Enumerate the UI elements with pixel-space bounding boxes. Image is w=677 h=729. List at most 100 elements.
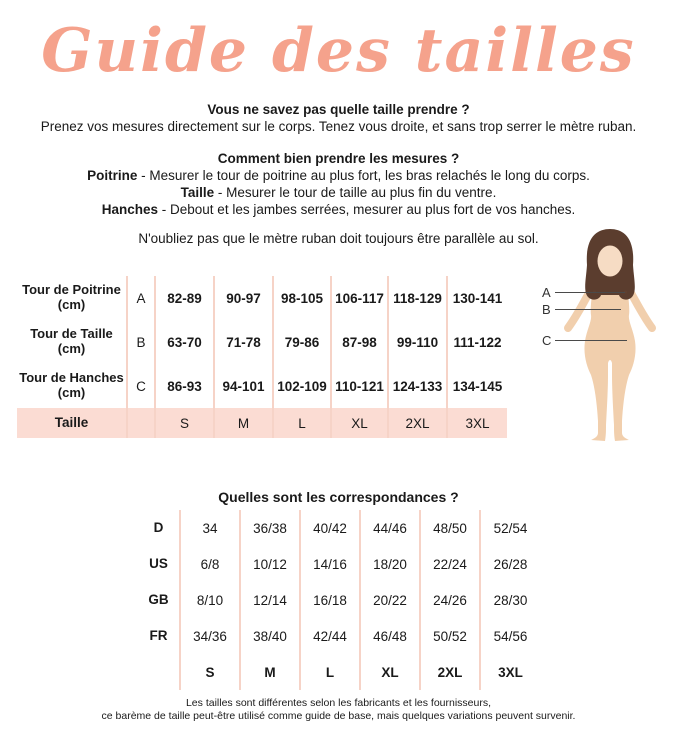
measure-value-cell: 71-78 (213, 320, 273, 364)
correspondence-value-cell: 46/48 (359, 618, 420, 654)
correspondence-row: D 34 36/38 40/42 44/46 48/50 52/54 (138, 510, 540, 546)
correspondence-value-cell: S (179, 654, 240, 690)
correspondence-row: US 6/8 10/12 14/16 18/20 22/24 26/28 (138, 546, 540, 582)
correspondence-value-cell: 36/38 (239, 510, 300, 546)
correspondence-label-cell: D (153, 520, 164, 536)
correspondence-value-cell: 38/40 (239, 618, 300, 654)
measure-row: Tour de Hanches (cm) C 86-93 94-101 102-109 11… (17, 364, 507, 408)
correspondence-value-cell: 10/12 (239, 546, 300, 582)
measure-value-cell: 106-117 (330, 276, 388, 320)
size-row-value-cell: 3XL (446, 408, 507, 438)
figure-marker-b: B (542, 302, 621, 317)
correspondence-row: S M L XL 2XL 3XL (138, 654, 540, 690)
measure-value-cell: 86-93 (154, 364, 214, 408)
size-row-value-cell: XL (330, 408, 388, 438)
correspondence-value-cell: 34/36 (179, 618, 240, 654)
footer-line-1: Les tailles sont différentes selon les f… (185, 697, 492, 709)
howto-heading: Comment bien prendre les mesures ? (217, 151, 460, 166)
correspondence-value-cell: 8/10 (179, 582, 240, 618)
howto-step-label: Taille (180, 185, 215, 200)
size-row-value-cell: 2XL (387, 408, 447, 438)
correspondence-value-cell: 18/20 (359, 546, 420, 582)
size-row-value-cell: L (272, 408, 331, 438)
correspondence-label-cell: FR (149, 628, 168, 644)
figure-line-b (554, 309, 621, 310)
correspondence-value-cell: 52/54 (479, 510, 540, 546)
measure-value-cell: 90-97 (213, 276, 273, 320)
howto-step: Hanches - Debout et les jambes serrées, … (101, 202, 576, 217)
measure-value-cell: 94-101 (213, 364, 273, 408)
measure-row: Tour de Taille (cm) B 63-70 71-78 79-86 87-98 9… (17, 320, 507, 364)
measure-value-cell: 130-141 (446, 276, 507, 320)
measure-value-cell: 79-86 (272, 320, 331, 364)
measure-value-cell: 82-89 (154, 276, 214, 320)
howto-step-label: Poitrine (87, 168, 138, 183)
correspondence-value-cell: XL (359, 654, 420, 690)
correspondence-label-cell (138, 654, 180, 690)
correspondence-value-cell: L (299, 654, 360, 690)
footer-disclaimer: Les tailles sont différentes selon les f… (0, 697, 677, 723)
correspondence-heading: Quelles sont les correspondances ? (218, 489, 459, 505)
correspondence-value-cell: 28/30 (479, 582, 540, 618)
measure-letter-cell: B (126, 320, 155, 364)
howto-step-label: Hanches (101, 202, 159, 217)
measure-value-cell: 124-133 (387, 364, 447, 408)
measure-letter-cell: A (126, 276, 155, 320)
measure-note: N'oubliez pas que le mètre ruban doit to… (138, 231, 539, 246)
size-row-letter-cell (126, 408, 155, 438)
correspondence-value-cell: 3XL (479, 654, 540, 690)
size-row: Taille S M L XL 2XL 3XL (17, 408, 507, 438)
body-figure: A B C (535, 225, 677, 455)
page-title: Guide des tailles (41, 16, 636, 86)
measure-value-cell: 99-110 (387, 320, 447, 364)
measure-value-cell: 102-109 (272, 364, 331, 408)
footer-line-2: ce barème de taille peut-être utilisé co… (101, 710, 576, 722)
correspondence-row: GB 8/10 12/14 16/18 20/22 24/26 28/30 (138, 582, 540, 618)
figure-label-c: C (542, 333, 552, 348)
correspondence-label-cell: GB (148, 592, 169, 608)
intro-body: Prenez vos mesures directement sur le co… (40, 119, 637, 134)
measure-label-cell: Tour de Poitrine (cm) (22, 282, 121, 312)
correspondence-value-cell: 14/16 (299, 546, 360, 582)
figure-marker-c: C (542, 333, 628, 348)
measure-letter-cell: C (126, 364, 155, 408)
correspondence-value-cell: 12/14 (239, 582, 300, 618)
howto-step: Taille - Mesurer le tour de taille au pl… (180, 185, 497, 200)
measure-row: Tour de Poitrine (cm) A 82-89 90-97 98-105 106… (17, 276, 507, 320)
measure-value-cell: 98-105 (272, 276, 331, 320)
measure-label-cell: Tour de Hanches (cm) (19, 370, 124, 400)
measure-value-cell: 87-98 (330, 320, 388, 364)
figure-line-c (555, 340, 628, 341)
correspondence-value-cell: 42/44 (299, 618, 360, 654)
correspondence-value-cell: 26/28 (479, 546, 540, 582)
correspondence-value-cell: 22/24 (419, 546, 480, 582)
measurement-table: Tour de Poitrine (cm) A 82-89 90-97 98-105 106… (17, 276, 507, 438)
figure-label-a: A (542, 285, 551, 300)
correspondence-value-cell: 48/50 (419, 510, 480, 546)
correspondence-value-cell: 6/8 (179, 546, 240, 582)
howto-steps: Poitrine - Mesurer le tour de poitrine a… (0, 167, 677, 218)
measure-value-cell: 110-121 (330, 364, 388, 408)
correspondence-value-cell: 2XL (419, 654, 480, 690)
correspondence-value-cell: 24/26 (419, 582, 480, 618)
correspondence-value-cell: 50/52 (419, 618, 480, 654)
intro-heading: Vous ne savez pas quelle taille prendre … (207, 102, 470, 117)
measure-value-cell: 111-122 (446, 320, 507, 364)
correspondence-value-cell: 34 (179, 510, 240, 546)
intro-section: Vous ne savez pas quelle taille prendre … (0, 101, 677, 135)
correspondence-row: FR 34/36 38/40 42/44 46/48 50/52 54/56 (138, 618, 540, 654)
howto-step: Poitrine - Mesurer le tour de poitrine a… (87, 168, 590, 183)
figure-marker-a: A (542, 285, 625, 300)
correspondence-label-cell: US (149, 556, 168, 572)
correspondence-table: D 34 36/38 40/42 44/46 48/50 52/54 US 6/8 10/12 14… (138, 510, 540, 690)
correspondence-value-cell: 44/46 (359, 510, 420, 546)
correspondence-value-cell: 16/18 (299, 582, 360, 618)
correspondence-value-cell: 20/22 (359, 582, 420, 618)
measure-value-cell: 134-145 (446, 364, 507, 408)
figure-label-b: B (542, 302, 551, 317)
correspondence-value-cell: 54/56 (479, 618, 540, 654)
howto-section: Comment bien prendre les mesures ? Poitr… (0, 150, 677, 218)
measure-label-cell: Tour de Taille (cm) (30, 326, 113, 356)
measure-value-cell: 118-129 (387, 276, 447, 320)
